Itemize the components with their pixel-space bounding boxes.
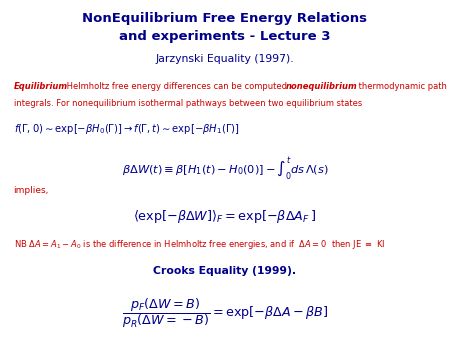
Text: nonequilibrium: nonequilibrium: [286, 82, 358, 91]
Text: Equilibrium: Equilibrium: [14, 82, 68, 91]
Text: Jarzynski Equality (1997).: Jarzynski Equality (1997).: [156, 54, 294, 64]
Text: NonEquilibrium Free Energy Relations: NonEquilibrium Free Energy Relations: [82, 12, 368, 25]
Text: integrals. For nonequilibrium isothermal pathways between two equilibrium states: integrals. For nonequilibrium isothermal…: [14, 99, 362, 108]
Text: thermodynamic path: thermodynamic path: [356, 82, 447, 91]
Text: $\dfrac{p_F(\Delta W = B)}{p_R(\Delta W = -B)} = \exp[-\beta\Delta A - \beta B]$: $\dfrac{p_F(\Delta W = B)}{p_R(\Delta W …: [122, 296, 328, 331]
Text: Helmholtz free energy differences can be computed: Helmholtz free energy differences can be…: [64, 82, 289, 91]
Text: $\beta\Delta W(t) \equiv \beta[H_1(t) - H_0(0)] - \int_0^t ds\,\Lambda(s)$: $\beta\Delta W(t) \equiv \beta[H_1(t) - …: [122, 155, 328, 183]
Text: $f(\Gamma, 0) \sim \exp[-\beta H_0(\Gamma)] \rightarrow f(\Gamma, t) \sim \exp[-: $f(\Gamma, 0) \sim \exp[-\beta H_0(\Gamm…: [14, 122, 239, 136]
Text: $\left\langle \exp[-\beta\Delta W] \right\rangle_F = \exp[-\beta\Delta A_F\,]$: $\left\langle \exp[-\beta\Delta W] \righ…: [134, 208, 316, 224]
Text: and experiments - Lecture 3: and experiments - Lecture 3: [119, 30, 331, 43]
Text: Crooks Equality (1999).: Crooks Equality (1999).: [153, 266, 297, 276]
Text: implies,: implies,: [14, 186, 49, 195]
Text: NB $\Delta A = A_1 - A_0$ is the difference in Helmholtz free energies, and if  : NB $\Delta A = A_1 - A_0$ is the differe…: [14, 238, 385, 251]
